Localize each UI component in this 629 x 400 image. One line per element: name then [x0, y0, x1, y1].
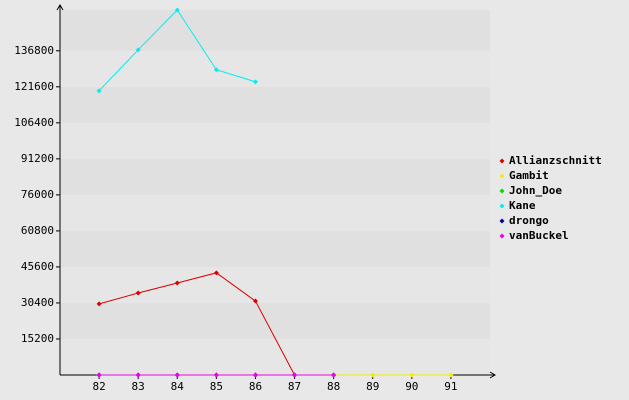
y-tick-label: 121600	[14, 80, 54, 93]
point	[409, 372, 415, 378]
point	[370, 372, 376, 378]
y-arrow	[56, 4, 64, 11]
point	[96, 301, 102, 307]
point	[213, 270, 219, 276]
x-tick-label: 89	[366, 380, 379, 393]
x-tick-label: 91	[444, 380, 457, 393]
band	[60, 230, 490, 267]
band	[60, 10, 490, 51]
x-tick-label: 87	[288, 380, 301, 393]
point	[174, 280, 180, 286]
legend-marker	[499, 218, 505, 224]
point	[135, 47, 141, 53]
point	[331, 372, 337, 378]
legend-marker	[499, 173, 505, 179]
legend-label: Allianzschnitt	[509, 154, 602, 167]
point	[174, 7, 180, 13]
point	[448, 372, 454, 378]
y-tick-label: 76000	[21, 188, 54, 201]
band	[60, 338, 490, 375]
point	[135, 290, 141, 296]
legend-label: Kane	[509, 199, 536, 212]
band	[60, 158, 490, 195]
x-tick-label: 84	[171, 380, 185, 393]
y-tick-label: 30400	[21, 296, 54, 309]
point	[135, 372, 141, 378]
point	[252, 79, 258, 85]
point	[213, 372, 219, 378]
x-tick-label: 88	[327, 380, 340, 393]
y-tick-label: 136800	[14, 44, 54, 57]
y-tick-label: 60800	[21, 224, 54, 237]
legend-label: Gambit	[509, 169, 549, 182]
y-tick-label: 45600	[21, 260, 54, 273]
point	[252, 372, 258, 378]
point	[292, 372, 298, 378]
y-tick-label: 15200	[21, 332, 54, 345]
band	[60, 50, 490, 87]
legend-marker	[499, 188, 505, 194]
band	[60, 194, 490, 231]
x-tick-label: 86	[249, 380, 262, 393]
point	[96, 88, 102, 94]
legend-label: John_Doe	[509, 184, 562, 197]
legend-marker	[499, 203, 505, 209]
y-tick-label: 106400	[14, 116, 54, 129]
band	[60, 86, 490, 123]
point	[252, 298, 258, 304]
x-tick-label: 90	[405, 380, 418, 393]
legend-marker	[499, 158, 505, 164]
x-arrow	[489, 371, 496, 379]
band	[60, 302, 490, 339]
band	[60, 122, 490, 159]
legend-label: drongo	[509, 214, 549, 227]
x-tick-label: 82	[92, 380, 105, 393]
series-line	[98, 272, 295, 376]
x-tick-label: 83	[132, 380, 145, 393]
y-tick-label: 91200	[21, 152, 54, 165]
point	[174, 372, 180, 378]
x-tick-label: 85	[210, 380, 223, 393]
legend-label: vanBuckel	[509, 229, 569, 242]
point	[213, 67, 219, 73]
point	[96, 372, 102, 378]
band	[60, 266, 490, 303]
legend-marker	[499, 233, 505, 239]
